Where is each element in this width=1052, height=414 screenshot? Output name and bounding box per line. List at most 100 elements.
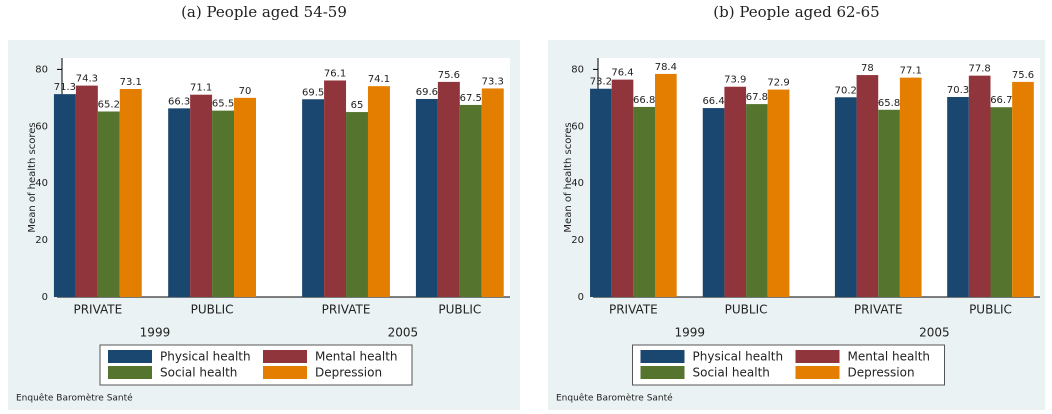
legend-swatch [640, 350, 685, 363]
legend-label: Physical health [693, 350, 784, 364]
bar [302, 99, 325, 297]
bar [168, 108, 191, 297]
y-tick-label: 40 [35, 178, 48, 189]
y-tick-label: 60 [571, 121, 584, 132]
bar [746, 104, 768, 297]
bar [97, 111, 120, 297]
legend-label: Social health [693, 366, 770, 380]
legend-label: Mental health [315, 350, 398, 364]
bar [655, 73, 677, 297]
data-label: 73.3 [482, 76, 504, 87]
bar [75, 85, 98, 297]
y-axis-label: Mean of health scores [27, 122, 38, 232]
data-label: 65.8 [878, 98, 900, 109]
data-label: 70.3 [947, 85, 969, 96]
chart-title: (a) People aged 54-59 [181, 3, 347, 21]
bar [947, 96, 969, 297]
legend-label: Mental health [848, 350, 931, 364]
data-label: 78.4 [655, 62, 677, 73]
data-label: 69.6 [416, 87, 438, 98]
bar [724, 86, 747, 297]
data-label: 77.1 [900, 66, 922, 77]
data-label: 78 [861, 63, 874, 74]
data-label: 66.3 [168, 96, 190, 107]
x-tick-label: PUBLIC [725, 303, 768, 317]
bar [856, 75, 879, 297]
data-label: 73.2 [590, 77, 612, 88]
legend-swatch [795, 366, 840, 379]
note: Enquête Baromètre Santé [556, 393, 673, 404]
bar [899, 77, 922, 297]
data-label: 73.1 [120, 77, 142, 88]
legend-label: Physical health [160, 350, 251, 364]
data-label: 76.1 [324, 68, 346, 79]
bar [346, 112, 368, 297]
data-label: 72.9 [767, 78, 789, 89]
legend-swatch [108, 366, 152, 379]
y-tick-label: 0 [578, 292, 584, 303]
data-label: 67.5 [460, 93, 482, 104]
y-tick-label: 20 [35, 235, 48, 246]
data-label: 65.2 [98, 99, 120, 110]
bar [415, 98, 438, 297]
data-label: 69.5 [302, 87, 324, 98]
x-tick-label: PRIVATE [322, 303, 371, 317]
legend-swatch [640, 366, 685, 379]
bar [1012, 81, 1034, 298]
legend-swatch [263, 366, 307, 379]
x-tick-label: PRIVATE [854, 303, 903, 317]
bar [834, 97, 857, 297]
category-group-label: 1999 [674, 326, 705, 340]
bar [990, 107, 1013, 297]
bar [459, 104, 482, 297]
data-label: 76.4 [611, 68, 633, 79]
bar [968, 75, 991, 297]
y-tick-label: 20 [571, 235, 584, 246]
data-label: 75.6 [438, 70, 460, 81]
bar [611, 79, 634, 297]
note: Enquête Baromètre Santé [16, 393, 133, 404]
data-label: 74.3 [76, 74, 98, 85]
data-label: 74.1 [368, 74, 390, 85]
category-group-label: 2005 [919, 326, 950, 340]
bar [437, 81, 460, 298]
bar [234, 97, 256, 297]
data-label: 66.8 [633, 95, 655, 106]
x-tick-label: PUBLIC [969, 303, 1012, 317]
data-label: 71.1 [190, 83, 212, 94]
x-tick-label: PUBLIC [438, 303, 481, 317]
bar [878, 109, 900, 298]
y-tick-label: 0 [42, 292, 48, 303]
data-label: 66.4 [702, 96, 724, 107]
legend-label: Depression [315, 366, 382, 380]
bar [190, 94, 213, 297]
bar [767, 89, 790, 297]
y-tick-label: 80 [35, 64, 48, 75]
data-label: 65.5 [212, 99, 234, 110]
category-group-label: 1999 [140, 326, 171, 340]
bar [367, 86, 390, 298]
data-label: 70.2 [835, 85, 857, 96]
legend-label: Social health [160, 366, 237, 380]
data-label: 75.6 [1012, 70, 1034, 81]
x-tick-label: PUBLIC [191, 303, 234, 317]
data-label: 65 [351, 100, 364, 111]
bar [119, 89, 142, 297]
y-tick-label: 40 [571, 178, 584, 189]
data-label: 77.8 [969, 64, 991, 75]
data-label: 70 [239, 86, 252, 97]
x-tick-label: PRIVATE [609, 303, 658, 317]
bar [590, 88, 612, 297]
bar [324, 80, 347, 297]
legend-swatch [795, 350, 840, 363]
legend-swatch [108, 350, 152, 363]
data-label: 66.7 [990, 95, 1012, 106]
bar [53, 94, 76, 297]
legend-swatch [263, 350, 307, 363]
y-axis-label: Mean of health scores [563, 122, 574, 232]
bar [212, 110, 235, 297]
x-tick-label: PRIVATE [73, 303, 122, 317]
bar [633, 106, 656, 297]
